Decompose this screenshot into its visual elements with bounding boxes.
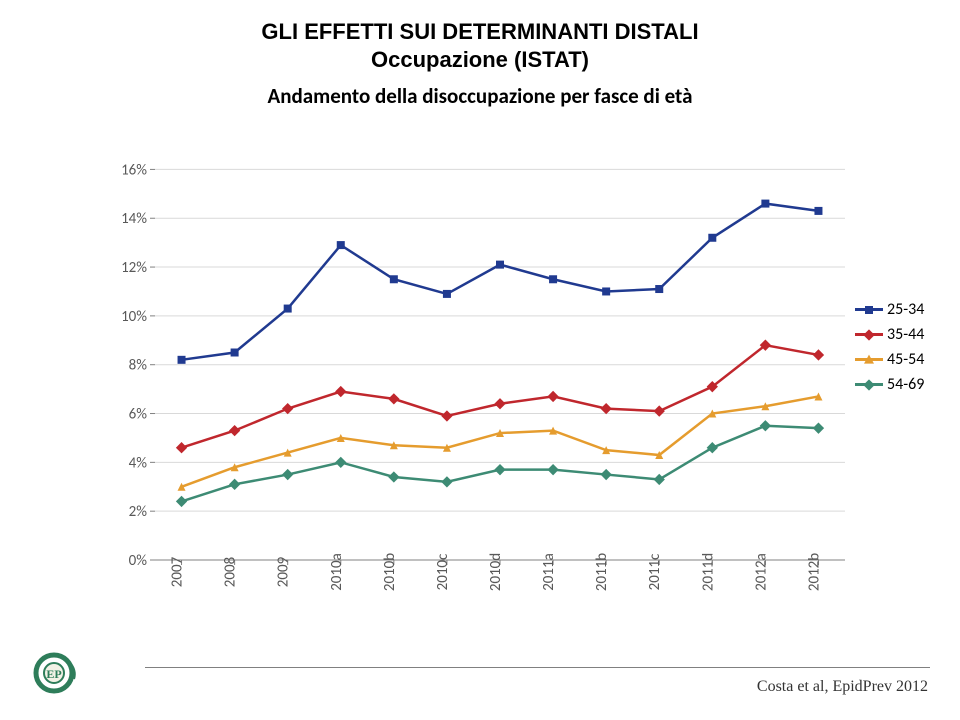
title-line-2: Occupazione (ISTAT) <box>0 46 960 74</box>
svg-text:10%: 10% <box>121 308 147 326</box>
legend-swatch <box>855 333 883 336</box>
svg-text:2%: 2% <box>129 503 148 521</box>
svg-text:4%: 4% <box>129 454 148 472</box>
svg-text:6%: 6% <box>129 406 148 424</box>
line-chart: 0% 2% 4% 6% 8% 10% 12% 14% 16% 2007 2008 2009 2010a 2… <box>105 135 855 620</box>
svg-text:2010b: 2010b <box>381 553 399 591</box>
svg-text:2007: 2007 <box>169 556 187 587</box>
svg-text:0%: 0% <box>129 552 148 570</box>
svg-text:2008: 2008 <box>222 557 240 587</box>
svg-text:EP: EP <box>46 667 61 681</box>
svg-text:16%: 16% <box>121 161 147 179</box>
legend-item: 54-69 <box>855 375 924 394</box>
svg-text:14%: 14% <box>121 210 147 228</box>
svg-text:2010a: 2010a <box>328 553 346 591</box>
legend: 25-34 35-44 45-54 54-69 <box>855 300 924 400</box>
svg-text:2011b: 2011b <box>593 553 611 591</box>
legend-item: 35-44 <box>855 325 924 344</box>
svg-text:2011d: 2011d <box>699 553 717 591</box>
svg-text:2009: 2009 <box>275 556 293 587</box>
legend-item: 45-54 <box>855 350 924 369</box>
svg-text:8%: 8% <box>129 357 148 375</box>
citation: Costa et al, EpidPrev 2012 <box>757 678 928 696</box>
legend-swatch <box>855 308 883 311</box>
legend-label: 54-69 <box>887 375 924 394</box>
svg-text:2011a: 2011a <box>540 553 558 591</box>
svg-text:2010c: 2010c <box>434 553 452 590</box>
title-block: GLI EFFETTI SUI DETERMINANTI DISTALI Occ… <box>0 0 960 73</box>
footer-divider <box>145 667 930 668</box>
svg-text:2012b: 2012b <box>805 553 823 591</box>
legend-label: 25-34 <box>887 300 924 319</box>
svg-text:2011c: 2011c <box>646 553 664 590</box>
svg-text:2012a: 2012a <box>752 553 770 591</box>
legend-item: 25-34 <box>855 300 924 319</box>
svg-text:12%: 12% <box>121 259 147 277</box>
legend-swatch <box>855 358 883 361</box>
legend-label: 35-44 <box>887 325 924 344</box>
svg-text:2010d: 2010d <box>487 553 505 591</box>
legend-label: 45-54 <box>887 350 924 369</box>
title-line-1: GLI EFFETTI SUI DETERMINANTI DISTALI <box>0 18 960 46</box>
chart-title: Andamento della disoccupazione per fasce… <box>0 83 960 109</box>
legend-swatch <box>855 383 883 386</box>
logo: EP <box>30 649 78 702</box>
